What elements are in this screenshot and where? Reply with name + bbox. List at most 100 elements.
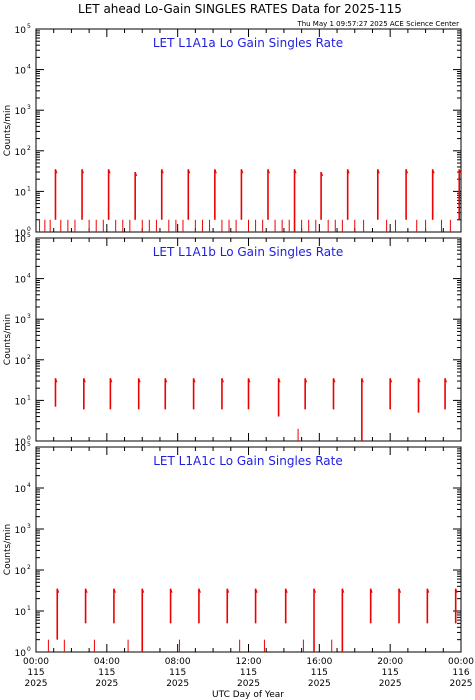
y-tick-label: 10 xyxy=(15,316,27,326)
series xyxy=(47,588,458,652)
y-tick-label: 10 xyxy=(15,485,27,495)
y-tick-exponent: 2 xyxy=(27,354,31,361)
pulse-cap xyxy=(83,378,86,383)
y-tick-exponent: 1 xyxy=(27,185,31,192)
x-tick-day: 115 xyxy=(311,668,328,678)
pulse-cap xyxy=(418,378,421,383)
x-tick-year: 2025 xyxy=(237,679,260,689)
pulse-cap xyxy=(285,588,288,593)
x-tick-year: 2025 xyxy=(25,679,48,689)
pulse-cap xyxy=(304,378,308,383)
y-tick-label: 10 xyxy=(15,276,27,286)
x-tick-year: 2025 xyxy=(379,679,402,689)
y-tick-label: 10 xyxy=(15,357,27,367)
y-tick-exponent: 3 xyxy=(27,313,31,320)
x-tick-time: 00:00 xyxy=(23,657,49,667)
pulse-cap xyxy=(341,588,345,593)
y-tick-exponent: 3 xyxy=(27,104,31,111)
y-tick-label: 10 xyxy=(15,229,27,239)
x-tick-day: 115 xyxy=(240,668,257,678)
pulse-cap xyxy=(141,588,145,593)
pulse-cap xyxy=(432,169,435,174)
y-axis-label: Counts/min xyxy=(3,524,13,575)
pulse-cap xyxy=(347,169,350,174)
y-tick-exponent: 3 xyxy=(27,523,31,530)
pulse-cap xyxy=(113,588,116,593)
y-tick-label: 10 xyxy=(15,188,27,198)
x-tick-time: 16:00 xyxy=(306,657,332,667)
pulse-cap xyxy=(426,588,430,593)
pulse-cap xyxy=(389,378,393,383)
pulse-cap xyxy=(81,169,85,174)
pulse-cap xyxy=(221,378,224,383)
x-tick-day: 115 xyxy=(382,668,399,678)
pulse-cap xyxy=(333,378,336,383)
x-tick-time: 08:00 xyxy=(165,657,191,667)
x-tick-day: 116 xyxy=(452,668,469,678)
pulse-cap xyxy=(444,378,448,383)
x-tick-time: 00:00 xyxy=(448,657,474,667)
figure-title: LET ahead Lo-Gain SINGLES RATES Data for… xyxy=(78,2,402,16)
y-tick-exponent: 4 xyxy=(27,64,31,71)
y-tick-label: 10 xyxy=(15,444,27,454)
y-tick-label: 10 xyxy=(15,67,27,77)
pulse-cap xyxy=(458,169,462,174)
x-tick-year: 2025 xyxy=(95,679,118,689)
x-axis-label: UTC Day of Year xyxy=(212,690,284,700)
y-tick-label: 10 xyxy=(15,526,27,536)
pulse-cap xyxy=(294,169,297,174)
pulse-cap xyxy=(240,169,244,174)
y-axis-label: Counts/min xyxy=(3,314,13,365)
x-tick-time: 04:00 xyxy=(94,657,120,667)
y-tick-label: 10 xyxy=(15,567,27,577)
pulse-cap xyxy=(170,588,173,593)
pulse-cap xyxy=(313,588,316,593)
x-tick-day: 115 xyxy=(98,668,115,678)
pulse-cap xyxy=(187,169,191,174)
y-tick-exponent: 2 xyxy=(27,145,31,152)
y-tick-exponent: 5 xyxy=(27,23,31,30)
x-tick-year: 2025 xyxy=(308,679,331,689)
pulse-cap xyxy=(377,169,380,174)
pulse-cap xyxy=(361,378,364,383)
y-tick-exponent: 5 xyxy=(27,232,31,239)
y-tick-label: 10 xyxy=(15,649,27,659)
y-axis-label: Counts/min xyxy=(3,105,13,156)
pulse-cap xyxy=(138,378,141,383)
series xyxy=(39,169,462,232)
pulse-cap xyxy=(455,588,458,593)
y-tick-exponent: 5 xyxy=(27,441,31,448)
pulse-cap xyxy=(320,171,324,177)
pulse-cap xyxy=(214,169,217,174)
x-tick-day: 115 xyxy=(169,668,186,678)
pulse-cap xyxy=(193,378,196,383)
timestamp: Thu May 1 09:57:27 2025 ACE Science Cent… xyxy=(296,20,459,28)
panel-title: LET L1A1b Lo Gain Singles Rate xyxy=(153,245,344,259)
x-tick-time: 20:00 xyxy=(377,657,403,667)
y-tick-exponent: 4 xyxy=(27,482,31,489)
x-tick-time: 12:00 xyxy=(236,657,262,667)
x-tick-year: 2025 xyxy=(450,679,473,689)
y-tick-label: 10 xyxy=(15,107,27,117)
y-tick-exponent: 1 xyxy=(27,394,31,401)
pulse-cap xyxy=(55,169,58,174)
y-tick-label: 10 xyxy=(15,438,27,448)
pulse-cap xyxy=(108,169,111,174)
pulse-cap xyxy=(164,378,168,383)
pulse-cap xyxy=(398,588,401,593)
pulse-cap xyxy=(198,588,201,593)
pulse-cap xyxy=(370,588,373,593)
y-tick-label: 10 xyxy=(15,235,27,245)
pulse-cap xyxy=(278,378,281,383)
panel-frame xyxy=(35,446,462,653)
pulse-cap xyxy=(161,169,164,174)
y-tick-exponent: 2 xyxy=(27,564,31,571)
pulse-cap xyxy=(405,169,409,174)
y-tick-exponent: 4 xyxy=(27,273,31,280)
panel-title: LET L1A1c Lo Gain Singles Rate xyxy=(153,454,343,468)
